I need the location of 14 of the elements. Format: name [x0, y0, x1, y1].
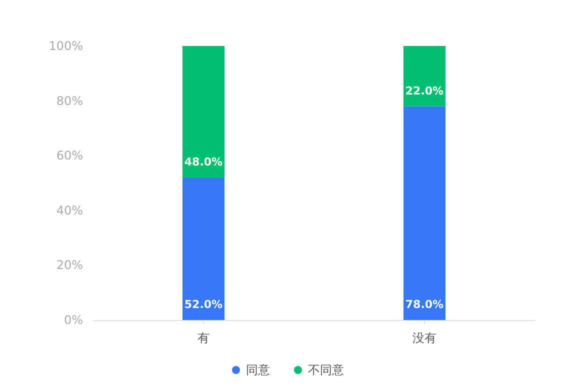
data-label: 78.0%: [405, 298, 444, 311]
y-tick-label: 100%: [48, 39, 83, 53]
x-tick-label: 没有: [412, 331, 436, 345]
y-tick-label: 80%: [56, 94, 83, 108]
y-tick-label: 0%: [64, 313, 83, 327]
y-tick-label: 60%: [56, 148, 83, 163]
y-tick-label: 40%: [56, 203, 83, 218]
data-label: 52.0%: [184, 298, 223, 311]
data-label: 22.0%: [405, 84, 444, 98]
x-tick-label: 有: [198, 331, 210, 345]
legend-label: 不同意: [308, 363, 344, 377]
y-tick-label: 20%: [56, 258, 83, 272]
data-label: 48.0%: [184, 156, 223, 169]
legend-label: 同意: [246, 363, 270, 377]
